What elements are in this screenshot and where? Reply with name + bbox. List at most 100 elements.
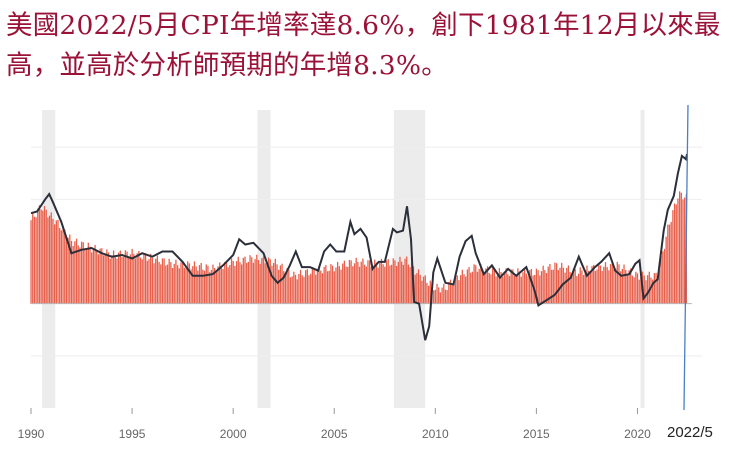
bar-293 [523, 268, 526, 304]
bar-174 [323, 266, 325, 304]
x-axis-ticks: 1990 1995 2000 2005 2010 2015 2020 [18, 408, 651, 441]
bar-325 [577, 273, 580, 304]
bar-258 [465, 276, 467, 304]
bar-55 [123, 256, 125, 304]
bar-296 [529, 270, 531, 304]
bar-277 [497, 273, 499, 304]
bar-100 [198, 265, 201, 304]
bar-181 [335, 267, 337, 304]
bar-72 [151, 257, 153, 304]
bar-186 [343, 260, 346, 304]
bar-212 [387, 259, 389, 304]
bar-30 [80, 241, 83, 304]
bar-190 [350, 260, 352, 304]
bar-200 [367, 260, 369, 304]
x-tick-label-1995: 1995 [119, 427, 146, 441]
bar-341 [604, 262, 607, 304]
bar-87 [176, 265, 179, 304]
grid-lines [31, 146, 702, 357]
bar-309 [550, 269, 553, 304]
bar-211 [385, 260, 388, 304]
bar-357 [631, 275, 634, 304]
bar-120 [232, 261, 234, 304]
bar-305 [544, 270, 546, 304]
bar-69 [146, 260, 148, 304]
bar-337 [598, 263, 600, 304]
bar-264 [475, 265, 477, 304]
bar-22 [67, 237, 69, 304]
bar-32 [84, 249, 86, 304]
bar-141 [267, 257, 270, 304]
bar-147 [278, 269, 280, 304]
bar-26 [74, 241, 76, 304]
bar-370 [653, 273, 656, 304]
bar-158 [296, 279, 298, 304]
bar-166 [310, 273, 312, 304]
x-tick-label-2015: 2015 [523, 427, 550, 441]
bar-263 [473, 264, 475, 304]
bar-204 [374, 259, 376, 304]
bar-280 [502, 276, 504, 304]
bar-178 [330, 264, 332, 304]
bar-153 [288, 269, 290, 304]
bar-318 [566, 267, 568, 304]
bar-11 [48, 215, 51, 304]
bar-316 [562, 267, 565, 304]
bar-372 [657, 279, 659, 304]
latest-date-label: 2022/5 [667, 424, 713, 441]
bar-248 [448, 281, 450, 304]
bar-203 [372, 265, 374, 304]
bar-165 [308, 275, 310, 304]
bar-43 [102, 255, 105, 304]
bar-161 [301, 275, 303, 304]
bar-47 [109, 258, 111, 304]
bar-232 [421, 280, 423, 304]
bar-21 [65, 238, 68, 304]
bar-235 [426, 282, 428, 304]
bar-108 [212, 264, 214, 304]
bar-269 [483, 273, 485, 304]
latest-marker-line [683, 104, 689, 411]
recession-band-2 [393, 110, 426, 408]
bar-187 [345, 266, 347, 304]
bar-214 [390, 264, 393, 304]
bar-242 [438, 287, 440, 304]
bar-88 [178, 268, 180, 304]
bar-110 [215, 272, 218, 304]
bar-170 [316, 270, 319, 304]
bar-134 [256, 254, 258, 304]
bar-133 [254, 259, 256, 304]
bar-295 [527, 276, 529, 304]
bar-159 [298, 274, 300, 304]
bar-328 [582, 274, 585, 304]
bar-292 [522, 272, 524, 304]
bar-175 [325, 265, 327, 304]
bar-267 [480, 264, 482, 304]
bar-345 [611, 262, 613, 304]
bar-231 [419, 274, 421, 304]
bar-369 [652, 279, 654, 304]
bar-247 [446, 290, 448, 304]
bar-126 [242, 257, 244, 304]
bar-99 [197, 270, 199, 304]
bar-109 [214, 268, 216, 304]
bar-41 [99, 248, 101, 304]
bar-298 [532, 275, 534, 304]
bar-236 [427, 285, 430, 304]
bar-195 [358, 266, 361, 304]
bar-317 [564, 272, 566, 304]
bar-253 [456, 275, 458, 304]
bar-132 [252, 262, 255, 304]
bar-81 [166, 264, 169, 304]
bar-281 [503, 271, 506, 304]
bar-202 [370, 266, 372, 304]
bar-321 [571, 274, 573, 304]
bar-347 [614, 268, 617, 304]
bar-307 [547, 266, 549, 304]
bar-322 [572, 268, 575, 304]
bar-205 [375, 262, 378, 304]
bar-222 [404, 258, 406, 304]
bar-301 [537, 270, 539, 304]
recession-band-0 [42, 110, 56, 408]
bar-179 [331, 265, 334, 304]
